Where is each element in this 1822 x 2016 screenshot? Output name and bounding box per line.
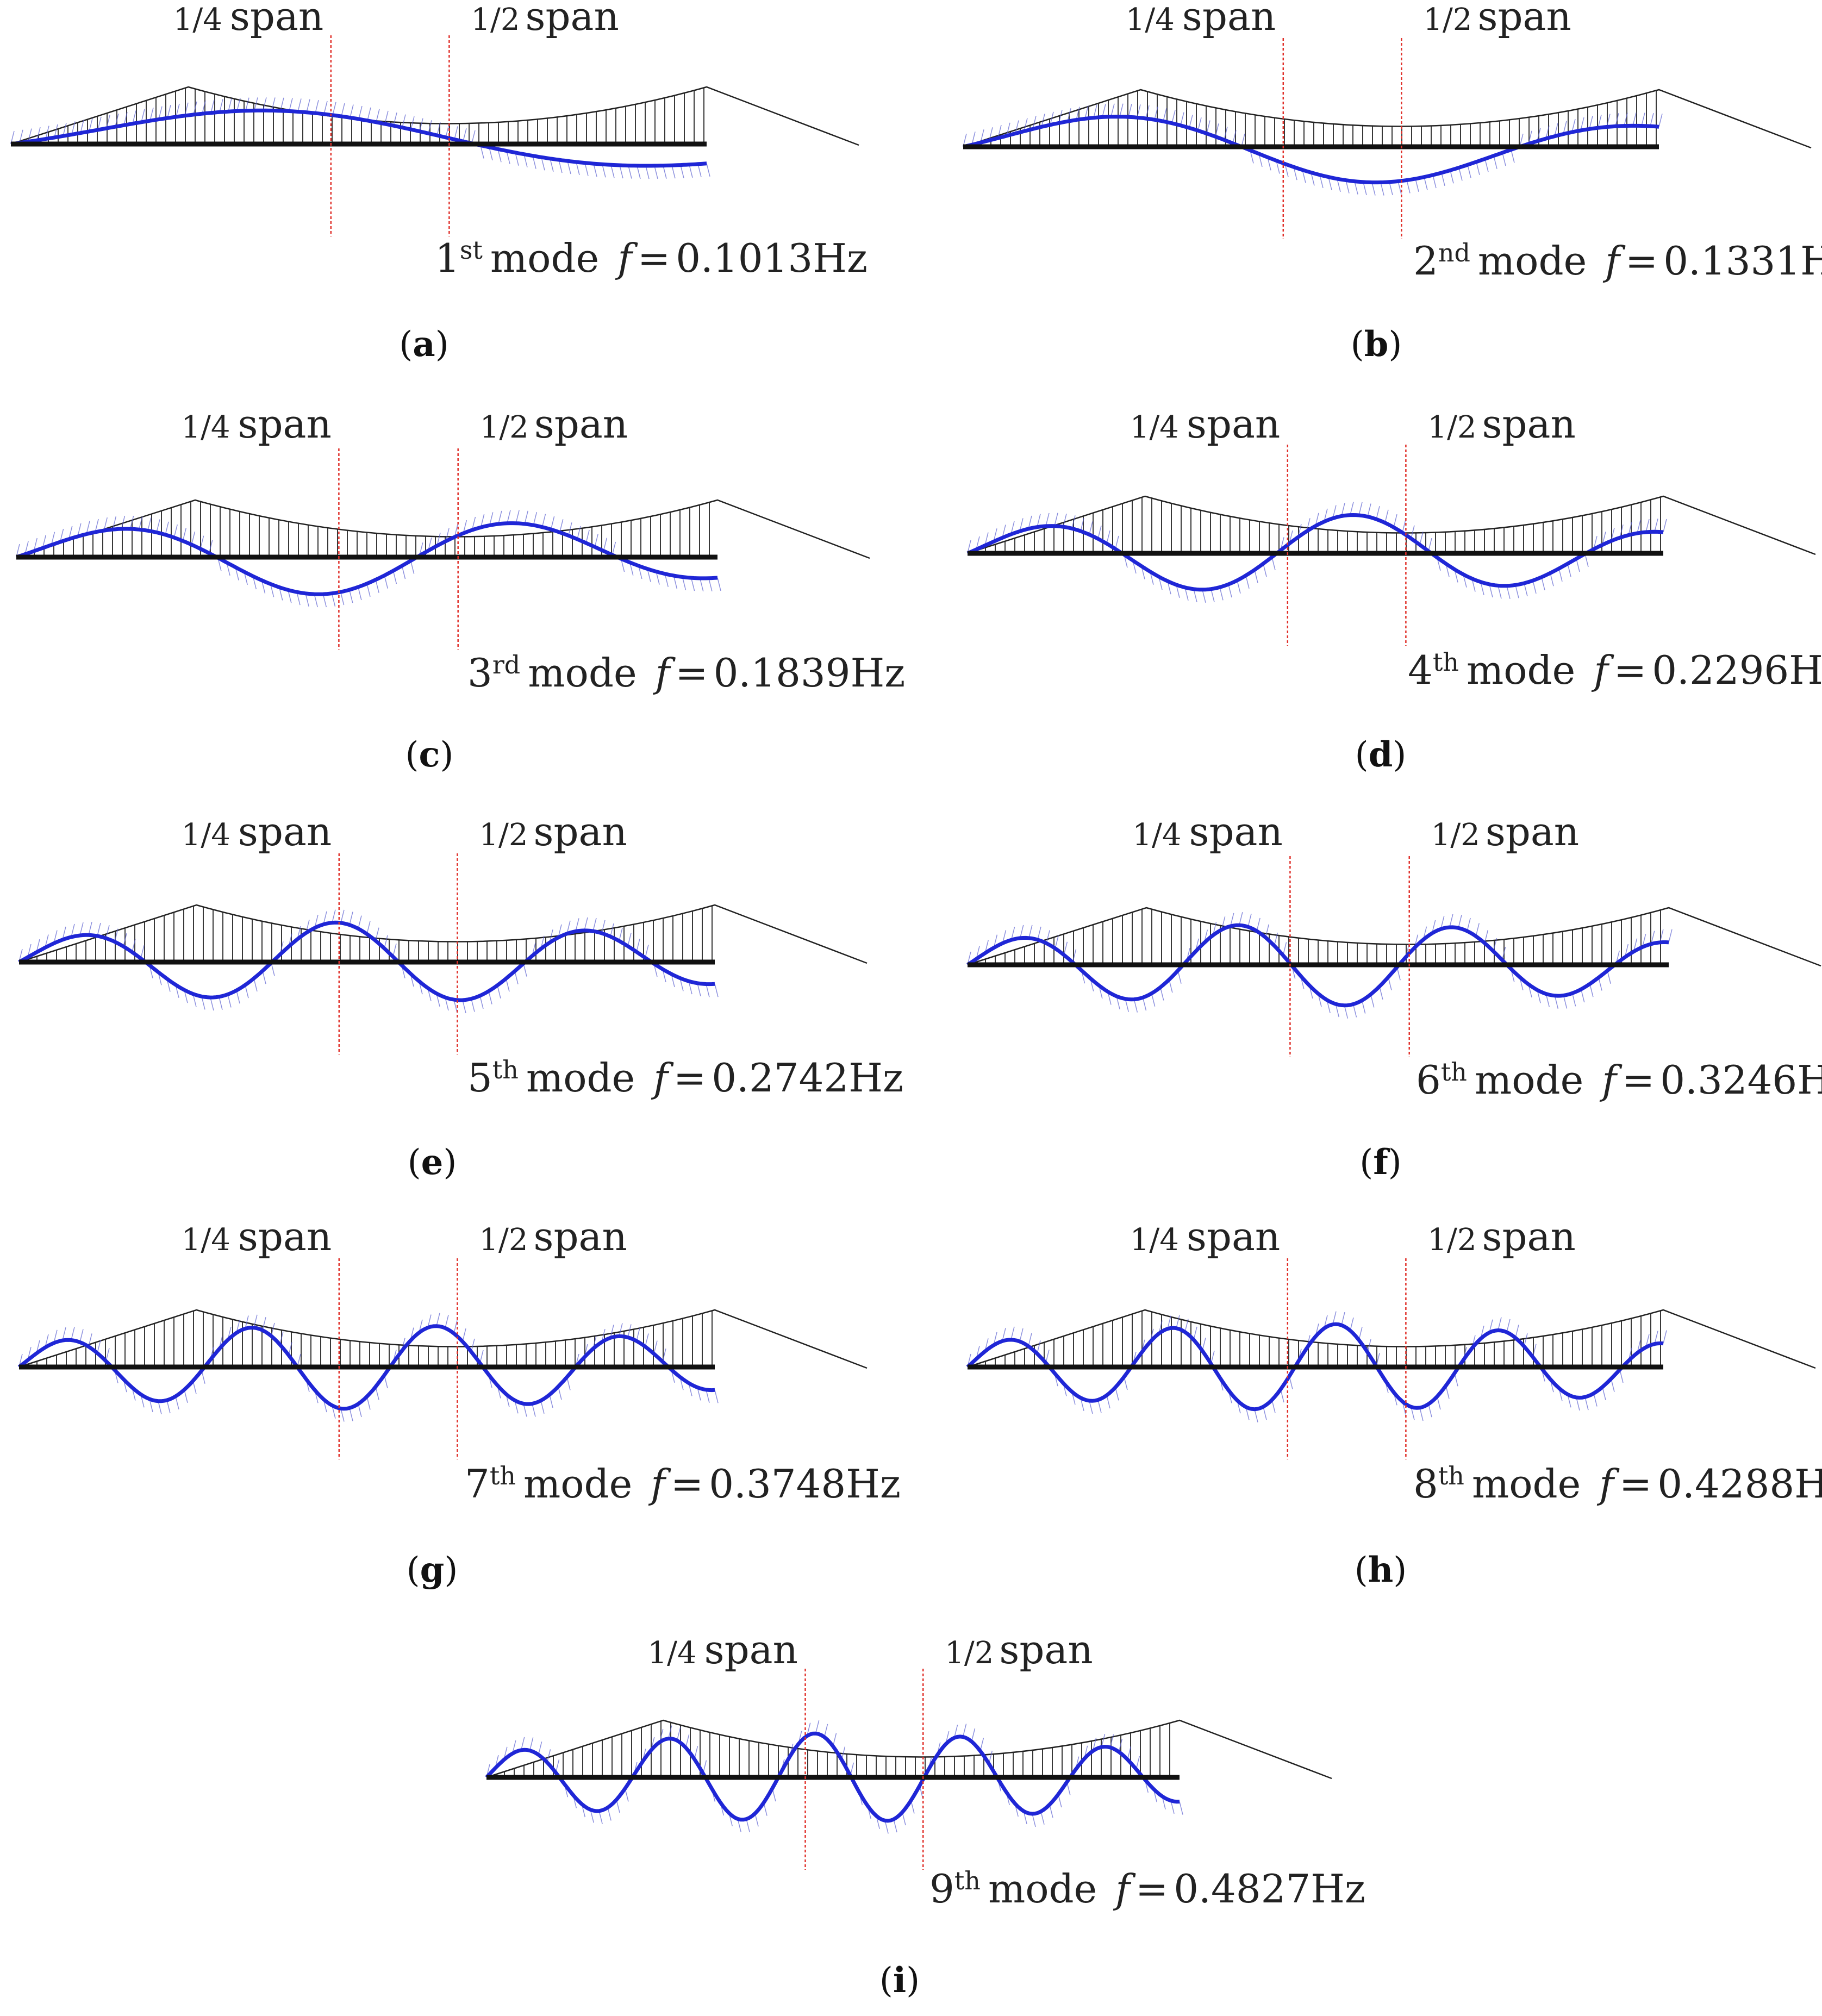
main-cable [486,1719,1332,1780]
half-span-label: 1/2 span [480,401,628,447]
half-span-label: 1/2 span [1427,401,1575,447]
half-span-label: 1/2 span [479,809,627,854]
quarter-span-label: 1/4 span [1126,0,1276,39]
half-span-label: 1/2 span [471,0,619,39]
quarter-span-label: 1/4 span [648,1627,798,1672]
quarter-span-label: 1/4 span [1130,401,1280,447]
mode-caption: 3rd mode f = 0.1839Hz [467,650,905,696]
quarter-span-label: 1/4 span [181,401,331,447]
main-cable [10,86,859,146]
mode-shape-curve [966,1322,1664,1412]
panel-label: (a) [399,324,448,365]
main-cable [18,904,868,964]
mode-shape-curve [966,513,1664,592]
hangers [18,88,704,144]
mode-shape-curve [17,1324,715,1411]
panel-label: (d) [1355,734,1407,775]
mode-shape-curve [963,115,1659,185]
panel-c: 1/4 span 1/2 span 3rd mode f = 0.1839Hz (c) [15,401,905,775]
quarter-span-label: 1/4 span [1130,1214,1280,1259]
main-cable [967,907,1821,967]
mode-shape-curve [966,923,1669,1008]
panel-label: (b) [1351,324,1402,365]
main-cable [967,1309,1816,1369]
mode-hatch [963,103,1663,196]
half-span-label: 1/2 span [1423,0,1571,39]
panel-label: (h) [1355,1550,1407,1590]
quarter-span-label: 1/4 span [1132,809,1282,854]
quarter-span-label: 1/4 span [182,809,332,854]
mode-caption: 7th mode f = 0.3748Hz [465,1461,901,1507]
mode-shape-curve [15,521,718,596]
panel-label: (e) [408,1142,457,1183]
mode-hatch [10,97,710,179]
half-span-label: 1/2 span [945,1627,1093,1672]
mode-shape-curve [485,1731,1180,1823]
hangers [494,1721,1170,1777]
panel-label: (i) [879,1960,920,2001]
panel-label: (f) [1359,1142,1401,1183]
panel-label: (g) [407,1550,458,1590]
panel-e: 1/4 span 1/2 span 5th mode f = 0.2742Hz(e) [18,809,903,1183]
mode-caption: 9th mode f = 0.4827Hz [929,1866,1365,1912]
main-cable [18,1309,868,1369]
hangers [975,909,1661,965]
panel-i: 1/4 span 1/2 span 9th mode f = 0.4827Hz (i) [485,1627,1365,2001]
panel-a: 1/4 span 1/2 span 1st mode f = 0.1013Hz (a) [10,0,868,365]
panel-g: 1/4 span 1/2 span 7th mode f = 0.3748Hz (g) [17,1214,901,1590]
panel-label: (c) [405,734,454,775]
mode-shape-curve [18,920,715,1002]
mode-caption: 1st mode f = 0.1013Hz [435,235,868,281]
half-span-label: 1/2 span [479,1214,627,1259]
mode-shape-curve [10,108,707,168]
mode-caption: 5th mode f = 0.2742Hz [467,1055,903,1101]
main-cable [963,89,1812,149]
quarter-span-label: 1/4 span [182,1214,332,1259]
half-span-label: 1/2 span [1427,1214,1575,1259]
quarter-span-label: 1/4 span [173,0,323,39]
hangers [975,1310,1661,1367]
half-span-label: 1/2 span [1431,809,1579,854]
